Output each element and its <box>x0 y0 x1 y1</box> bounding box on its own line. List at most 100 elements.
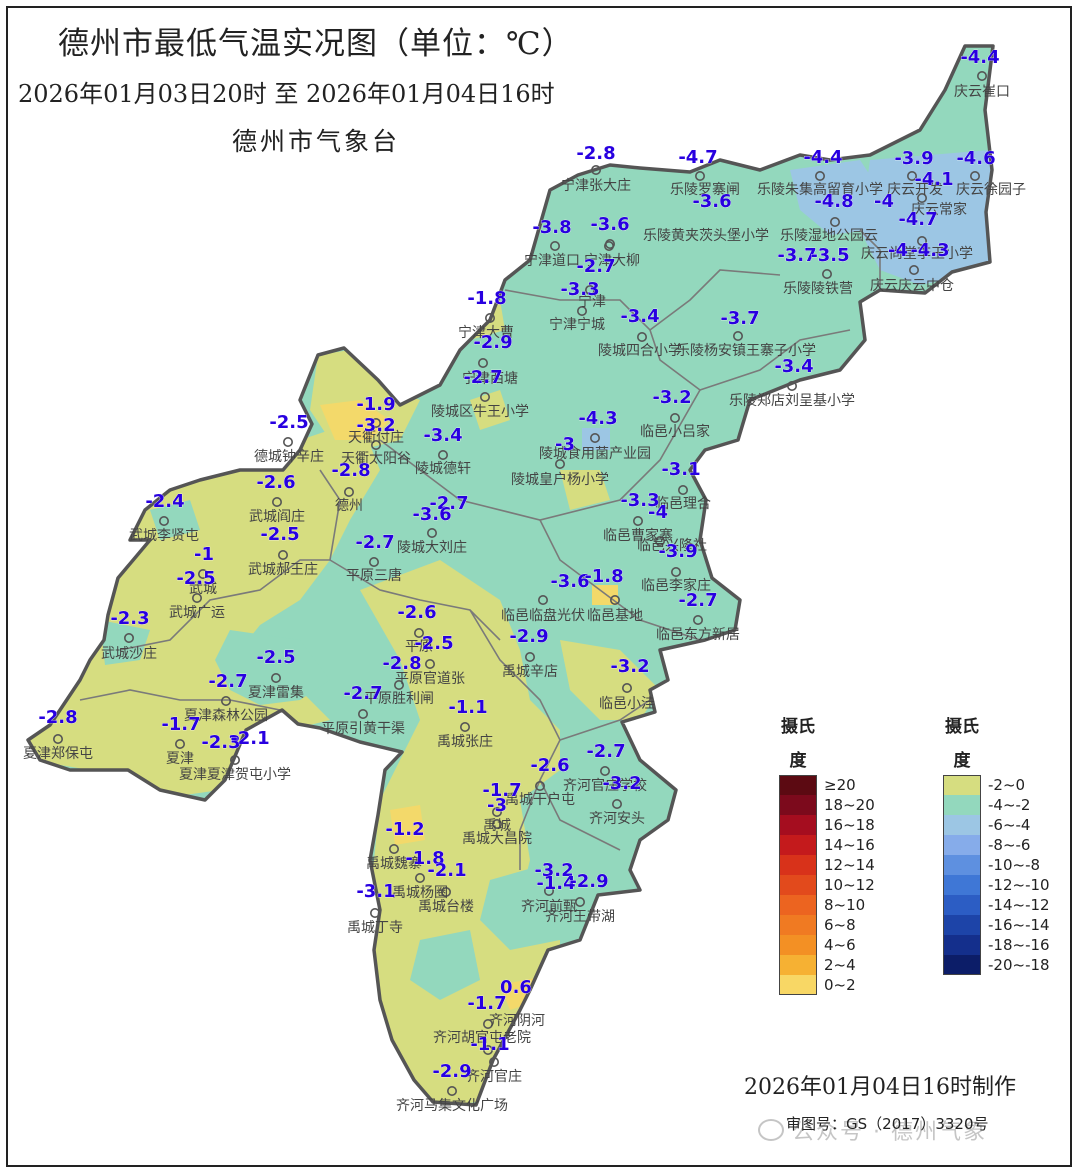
temperature-value: -3.6 <box>412 504 451 525</box>
station-marker <box>482 1045 493 1056</box>
wechat-icon <box>758 1119 784 1141</box>
station-marker <box>574 896 585 907</box>
station-name: 武城阎庄 <box>249 508 305 525</box>
temperature-value: -3.2 <box>610 656 649 677</box>
watermark-text: 公众号 · 德州气象 <box>792 1120 987 1145</box>
temperature-value: -2.3 <box>110 608 149 629</box>
station-marker <box>388 843 399 854</box>
station-name: 临邑小吕家 <box>640 423 710 440</box>
station-name: 禹城辛店 <box>502 664 558 680</box>
station-marker <box>370 439 381 450</box>
map-title: 德州市最低气温实况图（单位：℃） <box>58 26 574 62</box>
legend-label: -12~-10 <box>988 876 1050 894</box>
legend-swatch <box>779 895 817 915</box>
temperature-value: -1.7 <box>467 993 506 1014</box>
station-marker <box>52 733 63 744</box>
station-layer <box>52 71 987 1097</box>
station-name: 夏津雷集 <box>248 684 304 701</box>
legend-item: 2~4 <box>779 955 856 975</box>
legend-item: -14~-12 <box>943 895 1050 915</box>
station-name: 乐陵杨安镇王寨子小学 <box>676 342 816 359</box>
station-marker <box>230 754 241 765</box>
station-name: 庆云庆云中仓 <box>870 278 954 294</box>
temperature-value: -2.7 <box>678 590 717 611</box>
station-marker <box>524 651 535 662</box>
temperature-value: -2.7 <box>355 532 394 553</box>
legend-swatch <box>943 955 981 975</box>
temperature-value: -2.7 <box>208 671 247 692</box>
zone-cold-west-c <box>150 500 200 540</box>
legend-item: -2~0 <box>943 775 1025 795</box>
legend-item: -20~-18 <box>943 955 1050 975</box>
station-name: 武城李贤屯 <box>129 528 199 544</box>
station-name: 临邑李家庄 <box>641 577 711 594</box>
legend-swatch <box>779 775 817 795</box>
station-marker <box>270 672 281 683</box>
temperature-value: -1.7 <box>482 780 521 801</box>
station-marker <box>484 312 495 323</box>
station-name: 乐陵朱集高留育小学 <box>757 181 883 198</box>
zone-cold-south-a <box>480 860 580 950</box>
legend-swatch <box>943 815 981 835</box>
station-name: 庆云尚堂李王小学 <box>861 246 973 262</box>
station-marker <box>821 268 832 279</box>
station-marker <box>369 907 380 918</box>
station-marker <box>282 436 293 447</box>
station-name: 武城郝王庄 <box>248 561 318 578</box>
legend-label: -2~0 <box>988 776 1026 794</box>
legend-item: 0~2 <box>779 975 856 995</box>
legend-label: 6~8 <box>824 916 856 934</box>
legend-item: -12~-10 <box>943 875 1050 895</box>
legend-heading-warm-unit: 度 <box>789 751 807 771</box>
station-marker <box>271 496 282 507</box>
station-name: 宁津张大庄 <box>561 177 631 194</box>
legend-swatch <box>779 915 817 935</box>
temperature-value: -2.1 <box>230 728 269 749</box>
legend-heading-warm: 摄氏 <box>781 717 815 737</box>
watermark: 公众号 · 德州气象 <box>758 1114 987 1146</box>
temperature-value: -4.7 <box>678 147 717 168</box>
zone-cold-west-a <box>215 630 330 705</box>
station-name: 临邑曹家寨 <box>603 527 673 544</box>
temperature-value: -3.7 <box>720 308 759 329</box>
temperature-value: -1.1 <box>470 1034 509 1055</box>
legend-swatch <box>943 855 981 875</box>
temperature-value: -1.9 <box>356 394 395 415</box>
station-name: 宁津道口 <box>524 252 580 269</box>
legend-swatch <box>779 875 817 895</box>
production-time: 2026年01月04日16时制作 <box>744 1075 1016 1100</box>
temperature-value: -3.9 <box>658 541 697 562</box>
zone-mild-east <box>560 640 660 720</box>
temperature-value: -2.5 <box>414 633 453 654</box>
station-marker <box>632 515 643 526</box>
station-marker <box>491 818 502 829</box>
station-name: 武城 <box>189 581 217 597</box>
station-marker <box>976 71 987 82</box>
station-name: 临邑兴隆社 <box>637 538 707 554</box>
temperature-label-layer: -4.4-2.8 -4.7 -4.4 -3.9 -4.6-4.1-3.6 -4.8 -4-4… <box>38 47 1000 1083</box>
legend-swatch <box>779 815 817 835</box>
station-name: 禹城丁寺 <box>347 920 403 936</box>
zone-cold-qingyun-notch <box>950 100 990 145</box>
zone-colder-qingyun <box>860 150 992 285</box>
station-name: 乐陵湿地公园云 <box>780 228 878 244</box>
legend-swatch <box>779 935 817 955</box>
temperature-value: -3.3 <box>620 490 659 511</box>
station-name: 宁津大柳 <box>584 252 640 269</box>
temperature-value: -2.6 <box>256 472 295 493</box>
legend-heading-cold: 摄氏 <box>945 717 979 737</box>
temperature-value: -4.3 <box>910 240 949 261</box>
temperature-value: -4.7 <box>898 209 937 230</box>
station-name: 齐河阴河 <box>489 1013 545 1029</box>
temperature-value: -2.5 <box>260 524 299 545</box>
station-name: 平原胜利闸 <box>364 691 434 707</box>
legend-label: 12~14 <box>824 856 875 874</box>
zone-cold-west-b <box>100 620 150 665</box>
legend-swatch <box>779 975 817 995</box>
station-name: 武城沙庄 <box>101 645 157 662</box>
temperature-value: -3.1 <box>356 881 395 902</box>
legend-item: 8~10 <box>779 895 865 915</box>
border-linyi <box>539 519 701 641</box>
map-review-number: 审图号：GS（2017）3320号 <box>786 1115 989 1133</box>
